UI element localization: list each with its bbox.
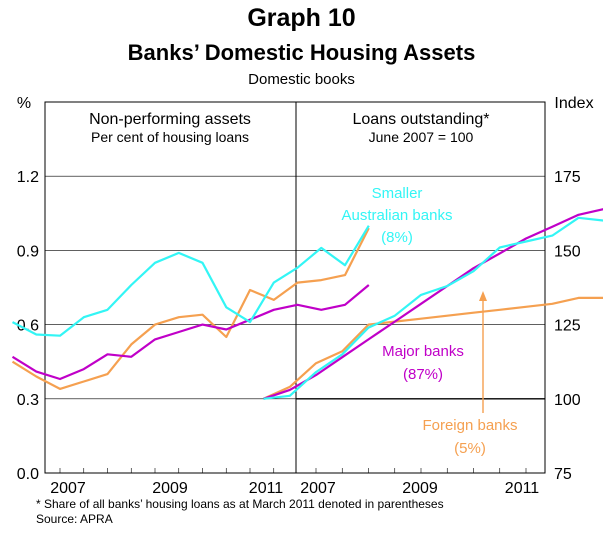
plot-frame [44, 101, 546, 474]
series-annotation-label: (5%) [454, 440, 486, 457]
left-series-line [11, 225, 370, 337]
series-annotation-label: Foreign banks [422, 417, 517, 434]
left-x-tick-label: 2007 [50, 480, 86, 497]
right-y-axis-label: Index [554, 95, 593, 112]
left-x-tick-label: 2009 [152, 480, 188, 497]
footnote: * Share of all banks’ housing loans as a… [36, 497, 444, 527]
series-annotation-label: (87%) [403, 366, 443, 383]
right-series-line [263, 216, 603, 400]
right-panel-subtitle: June 2007 = 100 [369, 129, 474, 145]
footnote-source: Source: APRA [36, 512, 113, 526]
right-series-line [263, 296, 603, 400]
right-series-line [263, 208, 603, 400]
right-y-tick-label: 175 [554, 169, 581, 186]
right-y-tick-label: 150 [554, 243, 581, 260]
right-y-tick-label: 125 [554, 318, 581, 335]
series-annotation-label: Major banks [382, 343, 464, 360]
left-y-tick-label: 0.6 [17, 318, 39, 335]
left-y-axis-label: % [17, 95, 31, 112]
chart-subtitle: Banks’ Domestic Housing Assets [127, 40, 476, 65]
right-panel-title: Loans outstanding* [353, 111, 490, 128]
left-y-tick-label: 1.2 [17, 169, 39, 186]
series-annotation-label: Smaller [372, 185, 423, 202]
chart-subsubtitle: Domestic books [248, 71, 355, 88]
left-panel-title: Non-performing assets [89, 111, 251, 128]
right-y-tick-label: 75 [554, 466, 572, 483]
series-annotation-label: (8%) [381, 229, 413, 246]
left-y-tick-label: 0.3 [17, 392, 39, 409]
annotation-arrowhead [479, 291, 487, 301]
right-x-tick-label: 2011 [505, 480, 540, 497]
left-x-tick-label: 2011 [249, 480, 284, 497]
left-series-line [11, 284, 370, 381]
left-series-line [11, 227, 370, 390]
right-y-tick-label: 100 [554, 392, 581, 409]
left-y-tick-label: 0.0 [17, 466, 39, 483]
right-x-tick-label: 2007 [300, 480, 336, 497]
left-panel-subtitle: Per cent of housing loans [91, 129, 249, 145]
right-x-tick-label: 2009 [402, 480, 438, 497]
page-title: Graph 10 [247, 4, 356, 32]
left-y-tick-label: 0.9 [17, 243, 39, 260]
series-annotation-label: Australian banks [342, 207, 453, 224]
footnote-note: * Share of all banks’ housing loans as a… [36, 497, 444, 511]
